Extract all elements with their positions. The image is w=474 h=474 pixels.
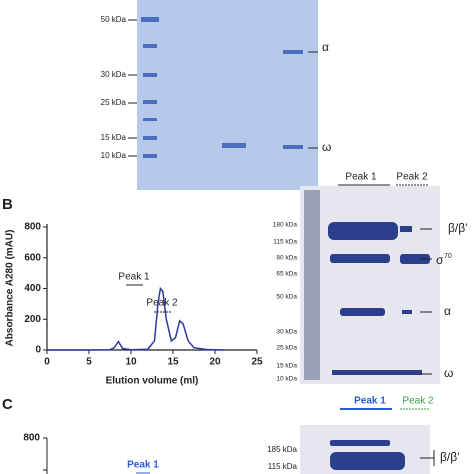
gel-c-bands <box>330 440 405 470</box>
band-label: β/β′ <box>448 221 468 235</box>
marker-label: 115 kDa <box>268 462 298 471</box>
x-tick-label: 15 <box>167 357 179 368</box>
gel-header: Peak 2 <box>396 172 428 183</box>
marker-label: 115 kDa <box>273 239 297 246</box>
y-tick-label: 800 <box>23 433 40 444</box>
marker-label: 50 kDa <box>276 294 297 301</box>
marker-label: 25 kDa <box>101 98 127 107</box>
y-tick-label: 200 <box>24 314 41 325</box>
panel-letter: B <box>2 196 13 213</box>
band-label: α <box>444 304 451 318</box>
annotation: Peak 1 <box>118 272 150 283</box>
gel-b-bands <box>304 190 430 380</box>
band-label: β/β′ <box>440 450 460 464</box>
gel-header: Peak 2 <box>402 396 434 407</box>
gel-b <box>300 186 440 384</box>
marker-label: 15 kDa <box>276 363 297 370</box>
y-tick-label: 0 <box>35 345 41 356</box>
gel-b-labels: Peak 1 Peak 2 β/β′ σ 70 α ω <box>338 172 468 380</box>
marker-label: 180 kDa <box>273 222 298 229</box>
marker-label: 10 kDa <box>276 376 297 383</box>
panel-letter: C <box>2 396 13 413</box>
gel-a-markers: 50 kDa 30 kDa 25 kDa 15 kDa 10 kDa α ω <box>101 15 332 160</box>
chromatogram: Absorbance A280 (mAU) Elution volume (ml… <box>5 222 263 387</box>
marker-label: 30 kDa <box>101 70 127 79</box>
annotation: Peak 1 <box>127 460 159 471</box>
gel-header: Peak 1 <box>354 396 386 407</box>
marker-label: 185 kDa <box>267 445 297 454</box>
marker-label: 80 kDa <box>276 255 297 262</box>
marker-label: 25 kDa <box>276 345 297 352</box>
x-tick-label: 10 <box>125 357 137 368</box>
marker-label: 50 kDa <box>101 15 127 24</box>
trace <box>47 286 224 351</box>
x-tick-label: 5 <box>86 357 92 368</box>
marker-label: 30 kDa <box>276 329 297 336</box>
x-axis-label: Elution volume (ml) <box>106 376 199 387</box>
band-label: ω <box>444 366 453 380</box>
marker-label: 10 kDa <box>101 151 127 160</box>
y-axis-label: Absorbance A280 (mAU) <box>5 230 16 347</box>
gel-header: Peak 1 <box>345 172 377 183</box>
annotation: Peak 2 <box>146 298 178 309</box>
y-tick-label: 800 <box>24 222 41 233</box>
y-tick-label: 600 <box>24 252 41 263</box>
x-tick-label: 0 <box>44 357 50 368</box>
gel-a <box>137 0 318 190</box>
band-label: 70 <box>444 253 452 260</box>
band-label: σ <box>436 253 444 267</box>
band-label: ω <box>322 140 331 154</box>
marker-label: 15 kDa <box>101 133 127 142</box>
marker-label: 65 kDa <box>276 271 297 278</box>
gel-a-bands <box>141 17 303 158</box>
y-tick-label: 400 <box>24 283 41 294</box>
x-tick-label: 20 <box>209 357 221 368</box>
x-tick-label: 25 <box>251 357 263 368</box>
gel-b-markers: 180 kDa 115 kDa 80 kDa 65 kDa 50 kDa 30 kDa 25… <box>273 222 298 383</box>
band-label: α <box>322 40 329 54</box>
